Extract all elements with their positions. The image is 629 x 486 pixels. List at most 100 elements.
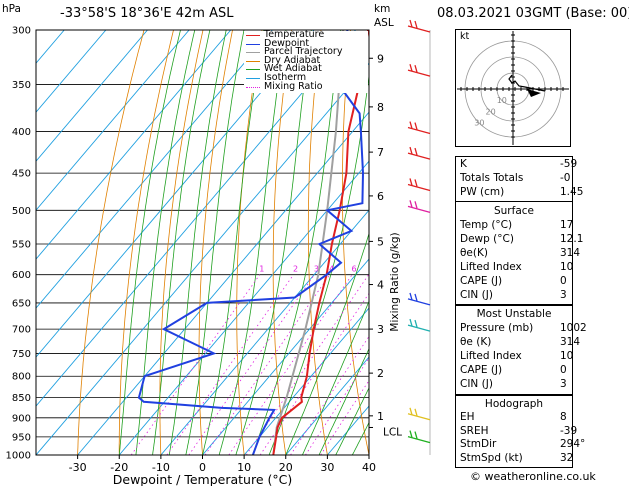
legend-label: Temperature: [264, 29, 325, 40]
legend-item: Parcel Trajectory: [244, 46, 368, 58]
most-unstable-label: θe (K): [460, 336, 492, 348]
wind-barb-feather: [414, 319, 418, 328]
hodograph-stat-row: EH 8: [460, 410, 568, 424]
wind-barb-feather: [414, 431, 418, 439]
wind-barb-feather: [409, 430, 413, 438]
isotherm-line: [285, 356, 369, 455]
isotherm-line: [36, 30, 107, 113]
index-value: -59: [560, 158, 578, 170]
hodograph-trace: [508, 74, 546, 92]
wind-barb-feather: [409, 200, 413, 208]
legend-label: Parcel Trajectory: [264, 46, 343, 58]
legend-item: Wet Adiabat: [244, 64, 368, 74]
temperature-line: [272, 30, 369, 455]
legend-label: Dewpoint: [264, 37, 310, 49]
legend-swatch: [246, 78, 260, 79]
indices-box: K -59 Totals Totals -0 PW (cm) 1.45: [455, 156, 583, 202]
surface-label: Temp (°C): [460, 219, 513, 231]
legend-item: Isotherm: [244, 72, 368, 83]
hodograph-stat-value: -39: [560, 424, 578, 437]
hodograph-ring-label: 10: [497, 96, 507, 105]
dry-adiabat-line: [159, 30, 204, 455]
index-value: 1.45: [560, 186, 584, 198]
hodograph-stat-label: SREH: [460, 424, 489, 437]
wet-adiabat-line: [218, 30, 287, 455]
legend-label: Isotherm: [264, 72, 307, 83]
surface-value: 12.1: [560, 233, 584, 245]
mixing-ratio-value: 16: [407, 265, 417, 274]
surface-label: CIN (J): [460, 289, 493, 301]
parcel-trajectory-line: [272, 30, 345, 455]
mixing-ratio-axis-label: Mixing Ratio (g/kg): [389, 232, 401, 331]
km-tick-label: 8: [377, 101, 384, 114]
pressure-tick-label: 550: [12, 239, 31, 250]
index-row: K -59: [460, 157, 577, 171]
surface-value: 17: [560, 219, 574, 231]
storm-motion-marker: [527, 89, 541, 97]
km-tick-label: 9: [377, 52, 384, 65]
most-unstable-row: CAPE (J) 0: [460, 363, 568, 377]
wind-barb-feather: [414, 293, 418, 302]
surface-title: Surface: [493, 205, 534, 217]
copyright-text: © weatheronline.co.uk: [470, 470, 596, 483]
wet-adiabat-line: [302, 300, 369, 455]
isotherm-line: [36, 30, 148, 162]
mixing-ratio-value: 3: [314, 265, 319, 274]
dry-adiabat-line: [77, 30, 145, 455]
dry-adiabat-line: [198, 30, 233, 455]
km-tick-label: 4: [377, 279, 384, 292]
pressure-tick-label: 900: [12, 413, 31, 424]
surface-row: θe(K) 314: [460, 246, 580, 260]
surface-row: Dewp (°C) 12.1: [460, 232, 583, 246]
legend: Temperature Dewpoint Parcel Trajectory Dry …: [244, 29, 368, 93]
wind-barb-feather: [409, 121, 413, 129]
wind-barb-feather: [414, 201, 418, 209]
pressure-tick-label: 800: [12, 372, 31, 383]
hodograph-ring-label: 30: [474, 119, 484, 128]
wet-adiabat-line: [285, 232, 369, 455]
wind-barb-feather: [409, 407, 413, 415]
hodograph-ring-label: 20: [486, 107, 496, 116]
wind-barb-feather: [409, 178, 413, 186]
hodograph-stat-row: SREH -39: [460, 424, 577, 438]
wet-adiabat-line: [268, 72, 369, 455]
hodograph-stat-label: StmDir: [460, 438, 497, 450]
legend-swatch: [246, 60, 260, 62]
hodograph-stat-value: 294°: [560, 438, 586, 450]
hodograph-stat-label: StmSpd (kt): [460, 451, 523, 464]
legend-item: Temperature: [244, 29, 368, 40]
hpa-label: hPa: [2, 3, 21, 15]
km-tick-label: 3: [377, 323, 384, 336]
pressure-tick-label: 950: [12, 432, 31, 443]
index-label: PW (cm): [460, 186, 505, 198]
temp-tick-label: 0: [199, 461, 206, 474]
legend-item: Dewpoint: [244, 37, 368, 49]
km-tick-label: 1: [377, 410, 384, 423]
wind-barb-feather: [414, 20, 418, 29]
legend-item: Dry Adiabat: [244, 55, 368, 66]
legend-swatch: [246, 43, 260, 45]
surface-label: CAPE (J): [460, 275, 503, 287]
wet-adiabat-line: [318, 347, 369, 455]
pressure-tick-label: 650: [12, 298, 31, 309]
mixing-ratio-line: [228, 274, 353, 455]
asl-label: ASL: [374, 17, 394, 29]
wet-adiabat-line: [118, 30, 181, 455]
legend-label: Mixing Ratio: [264, 80, 323, 92]
km-tick-label: 5: [377, 235, 384, 248]
hodograph-stats-title: Hodograph: [484, 398, 544, 410]
legend-swatch: [246, 35, 260, 36]
pressure-tick-label: 1000: [6, 451, 31, 462]
lcl-label: LCL: [383, 426, 402, 438]
plot-frame: [35, 29, 370, 456]
most-unstable-value: 314: [560, 336, 581, 348]
most-unstable-label: Pressure (mb): [460, 322, 534, 334]
temp-tick-label: 20: [279, 461, 293, 474]
mixing-ratio-line: [204, 274, 331, 455]
pressure-tick-label: 600: [12, 270, 31, 281]
isotherm-line: [36, 30, 65, 64]
most-unstable-row: CIN (J) 3: [460, 377, 568, 391]
hodograph-stat-row: StmSpd (kt) 32: [460, 451, 573, 465]
pressure-tick-label: 750: [12, 349, 31, 360]
wind-barb-feather: [414, 179, 418, 187]
